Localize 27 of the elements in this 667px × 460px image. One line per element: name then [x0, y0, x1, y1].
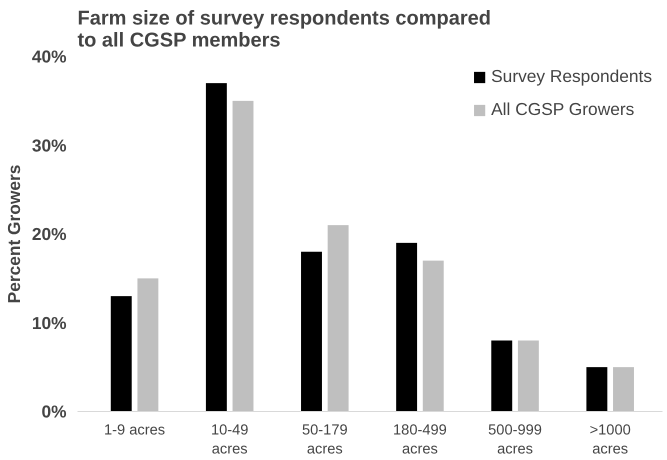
x-tick-label: 180-499 acres: [393, 422, 447, 458]
x-tick-label: 10-49 acres: [210, 422, 248, 458]
x-tick-label: >1000 acres: [590, 422, 631, 458]
bar: [586, 367, 608, 412]
bar: [110, 296, 132, 412]
y-tick-label: 0%: [41, 402, 66, 422]
y-tick-label: 40%: [32, 46, 67, 66]
legend-label: All CGSP Growers: [491, 99, 634, 120]
bar: [232, 100, 254, 412]
y-tick-label: 30%: [32, 135, 67, 156]
bar: [396, 242, 418, 412]
bar: [301, 252, 322, 412]
y-axis-title: Percent Growers: [4, 164, 24, 304]
chart-title: Farm size of survey respondents compared to all CGSP members: [78, 8, 491, 52]
legend-label: Survey Respondents: [491, 66, 652, 87]
bar: [518, 340, 539, 412]
x-tick-label: 1-9 acres: [104, 422, 166, 438]
bar: [491, 340, 512, 412]
bar: [613, 367, 634, 412]
bar: [137, 278, 158, 412]
y-tick-label: 10%: [32, 312, 67, 333]
x-tick-label: 50-179 acres: [302, 422, 348, 458]
bar: [206, 83, 227, 412]
bar: [422, 260, 444, 412]
y-tick-label: 20%: [32, 224, 67, 244]
bar: [328, 225, 349, 412]
x-tick-label: 500-999 acres: [488, 422, 542, 458]
